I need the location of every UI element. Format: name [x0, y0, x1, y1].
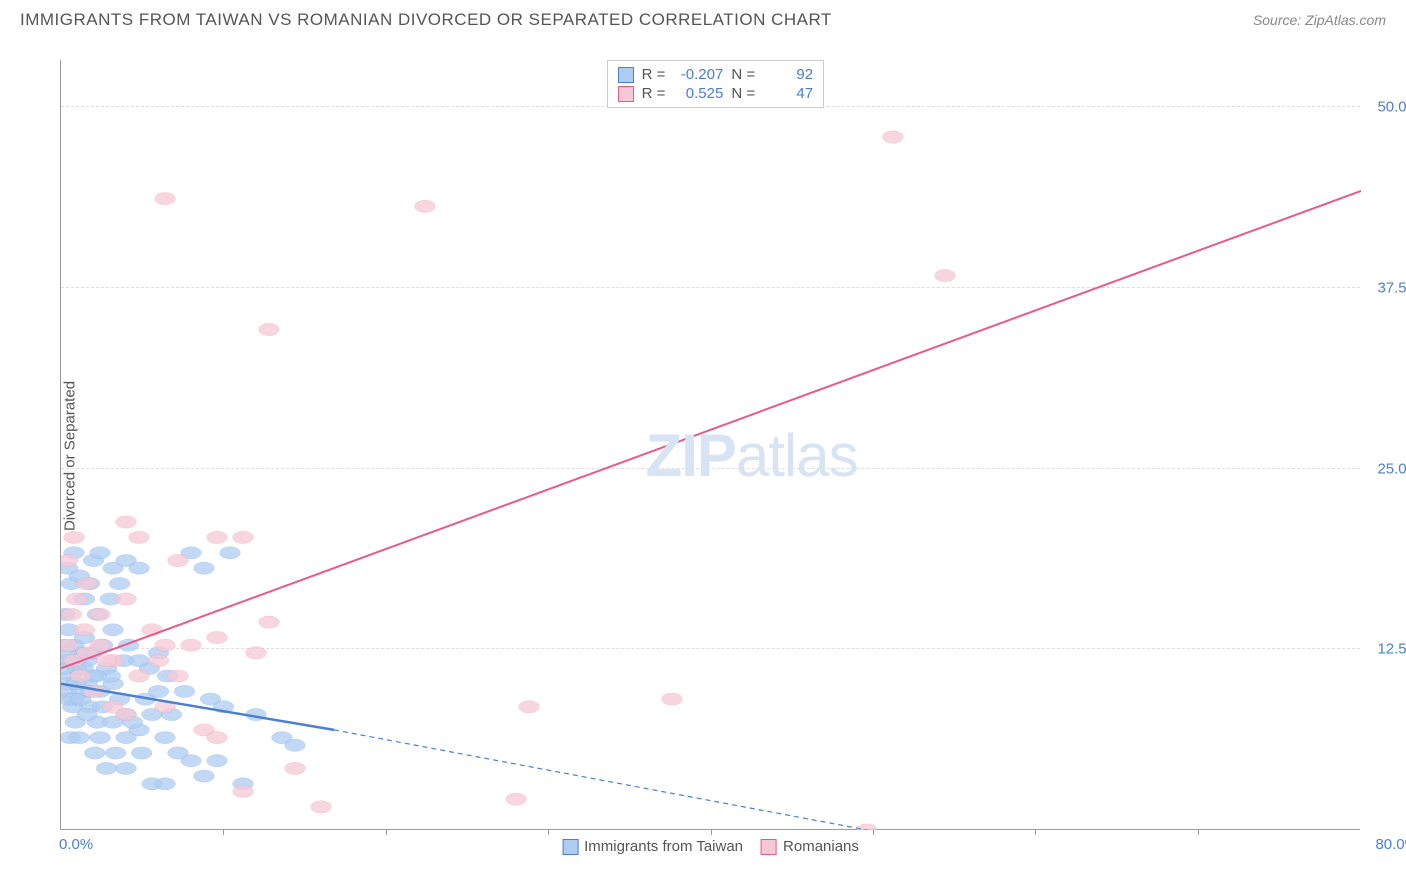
bottom-legend: Immigrants from Taiwan Romanians	[562, 838, 859, 855]
stats-row-series1: R = -0.207 N = 92	[618, 65, 814, 84]
y-tick-label: 37.5%	[1377, 279, 1406, 296]
legend-item-series1: Immigrants from Taiwan	[562, 838, 743, 855]
legend-swatch-series2b	[761, 839, 777, 855]
legend-swatch-series2	[618, 86, 634, 102]
page-title: IMMIGRANTS FROM TAIWAN VS ROMANIAN DIVOR…	[20, 10, 832, 30]
x-origin-label: 0.0%	[59, 836, 93, 853]
legend-item-series2: Romanians	[761, 838, 859, 855]
legend-label-series2: Romanians	[783, 838, 859, 855]
legend-swatch-series1b	[562, 839, 578, 855]
source-attribution: Source: ZipAtlas.com	[1253, 12, 1386, 28]
plot-area: 12.5%25.0%37.5%50.0% 0.0% 80.0% ZIPatlas…	[60, 60, 1360, 830]
correlation-chart: Divorced or Separated 12.5%25.0%37.5%50.…	[20, 40, 1386, 872]
legend-swatch-series1	[618, 67, 634, 83]
stats-legend: R = -0.207 N = 92 R = 0.525 N = 47	[607, 60, 825, 108]
watermark: ZIPatlas	[646, 421, 858, 490]
y-tick-label: 12.5%	[1377, 641, 1406, 658]
y-tick-label: 50.0%	[1377, 99, 1406, 116]
x-max-label: 80.0%	[1375, 836, 1406, 853]
legend-label-series1: Immigrants from Taiwan	[584, 838, 743, 855]
y-tick-label: 25.0%	[1377, 460, 1406, 477]
stats-row-series2: R = 0.525 N = 47	[618, 84, 814, 103]
